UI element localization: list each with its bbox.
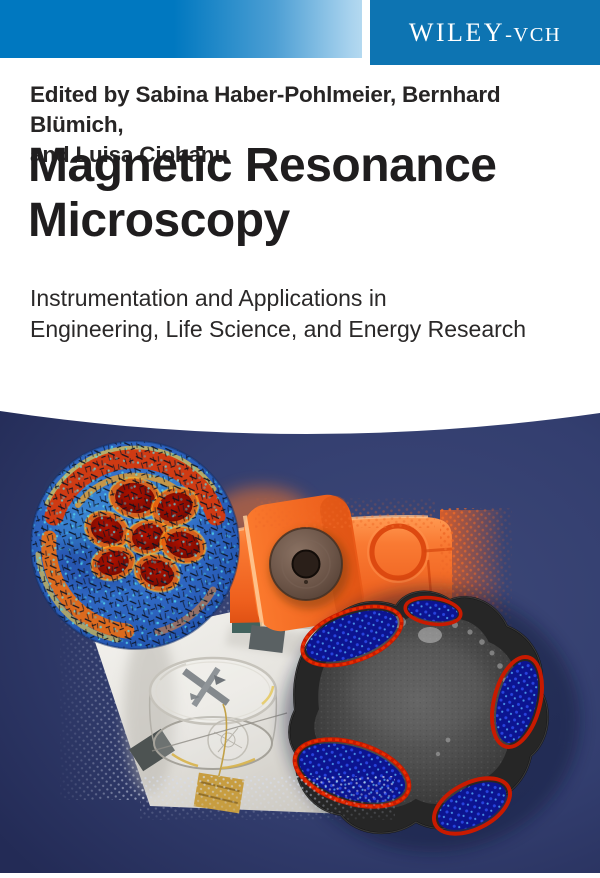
glass-dish-bottom-rim — [153, 716, 273, 770]
x-mark-symbol — [182, 666, 230, 708]
subtitle-line-2: Engineering, Life Science, and Energy Re… — [30, 316, 527, 342]
coil-watermark — [207, 719, 249, 761]
publisher-wordmark-suffix: -VCH — [505, 23, 562, 46]
subtitle-line-1: Instrumentation and Applications in — [30, 285, 387, 311]
book-subtitle: Instrumentation and Applications in Engi… — [30, 283, 590, 345]
book-title: Magnetic Resonance Microscopy — [28, 138, 598, 248]
publisher-logo-box: WILEY-VCH — [370, 0, 600, 65]
editors-line-1: Edited by Sabina Haber-Pohlmeier, Bernha… — [30, 82, 501, 137]
mri-velocity-map-disc — [30, 440, 240, 650]
title-line-2: Microscopy — [28, 194, 290, 247]
cover-artwork-collage — [0, 410, 600, 873]
title-line-1: Magnetic Resonance — [28, 139, 497, 192]
top-gradient-bar — [0, 0, 362, 58]
editors-line-2: and Luisa Ciobanu — [30, 142, 228, 167]
halftone-fade-bottom — [140, 776, 395, 820]
ring-magnet — [269, 527, 343, 601]
publisher-wordmark-main: WILEY — [408, 17, 506, 47]
editors-line: Edited by Sabina Haber-Pohlmeier, Bernha… — [30, 80, 590, 170]
publisher-wordmark: WILEY-VCH — [409, 18, 561, 48]
